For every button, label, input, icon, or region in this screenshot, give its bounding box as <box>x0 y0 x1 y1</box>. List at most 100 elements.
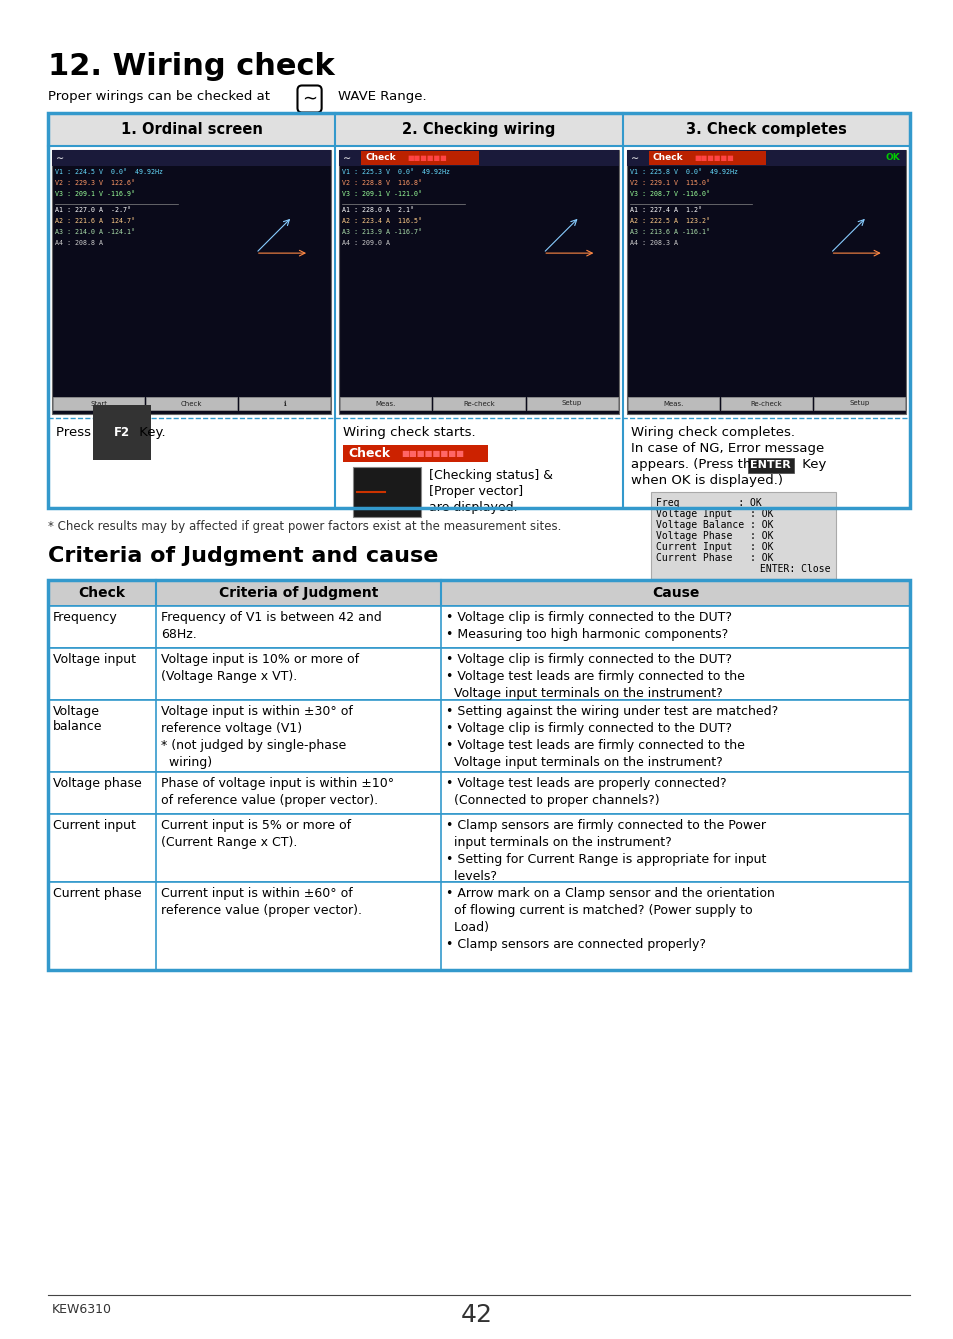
Text: A3 : 214.0 A -124.1°: A3 : 214.0 A -124.1° <box>55 229 135 236</box>
Bar <box>339 150 618 166</box>
Text: Current phase: Current phase <box>53 886 141 900</box>
Text: appears. (Press the: appears. (Press the <box>630 458 762 471</box>
Text: A4 : 208.3 A: A4 : 208.3 A <box>629 240 677 246</box>
Text: Criteria of Judgment and cause: Criteria of Judgment and cause <box>48 546 438 566</box>
Text: Voltage input: Voltage input <box>53 653 136 665</box>
Text: V1 : 225.3 V  0.0°  49.92Hz: V1 : 225.3 V 0.0° 49.92Hz <box>342 169 450 175</box>
Bar <box>747 458 793 473</box>
Text: Current input is 5% or more of
(Current Range x CT).: Current input is 5% or more of (Current … <box>161 819 351 849</box>
Text: A2 : 223.4 A  116.5°: A2 : 223.4 A 116.5° <box>342 218 422 224</box>
Bar <box>433 396 524 410</box>
Text: Cause: Cause <box>651 586 699 600</box>
Text: Current input is within ±60° of
reference value (proper vector).: Current input is within ±60° of referenc… <box>161 886 361 917</box>
Text: Press the: Press the <box>56 426 121 439</box>
Text: Key.: Key. <box>135 426 166 439</box>
Text: Re-check: Re-check <box>750 400 781 407</box>
Text: OK: OK <box>885 154 900 162</box>
Bar <box>720 396 811 410</box>
Bar <box>48 580 909 969</box>
Text: ∼: ∼ <box>630 153 639 163</box>
Text: ■■■■■■: ■■■■■■ <box>407 155 447 161</box>
Bar <box>48 112 909 507</box>
Circle shape <box>375 388 387 400</box>
Text: • Voltage clip is firmly connected to the DUT?
• Measuring too high harmonic com: • Voltage clip is firmly connected to th… <box>446 611 731 641</box>
Text: V3 : 209.1 V -116.9°: V3 : 209.1 V -116.9° <box>55 191 135 197</box>
Text: Check: Check <box>181 400 202 407</box>
Text: [Checking status] &: [Checking status] & <box>429 469 553 482</box>
Text: Check: Check <box>652 154 682 162</box>
Text: ■■■■■■: ■■■■■■ <box>694 155 734 161</box>
Text: V1 : 225.8 V  0.0°  49.92Hz: V1 : 225.8 V 0.0° 49.92Hz <box>629 169 737 175</box>
Text: Voltage input is 10% or more of
(Voltage Range x VT).: Voltage input is 10% or more of (Voltage… <box>161 653 358 683</box>
Bar <box>627 396 718 410</box>
Text: • Clamp sensors are firmly connected to the Power
  input terminals on the instr: • Clamp sensors are firmly connected to … <box>446 819 765 882</box>
Text: Voltage
balance: Voltage balance <box>53 706 102 732</box>
Text: ∼: ∼ <box>302 90 316 108</box>
Bar <box>52 150 331 166</box>
Circle shape <box>357 478 385 506</box>
Text: ∼: ∼ <box>343 153 351 163</box>
Text: Meas.: Meas. <box>662 400 682 407</box>
Text: Frequency of V1 is between 42 and
68Hz.: Frequency of V1 is between 42 and 68Hz. <box>161 611 381 641</box>
Text: when OK is displayed.): when OK is displayed.) <box>630 474 781 487</box>
Text: Current Phase   : OK: Current Phase : OK <box>655 553 772 562</box>
Text: ENTER: ENTER <box>749 461 790 470</box>
Bar <box>626 150 905 414</box>
Bar <box>52 150 331 414</box>
Bar <box>48 814 909 882</box>
Bar <box>626 150 905 166</box>
Circle shape <box>367 380 395 408</box>
Circle shape <box>80 380 108 408</box>
Text: Wiring check completes.: Wiring check completes. <box>630 426 794 439</box>
Bar <box>340 396 431 410</box>
Text: • Arrow mark on a Clamp sensor and the orientation
  of flowing current is match: • Arrow mark on a Clamp sensor and the o… <box>446 886 774 951</box>
Text: Freq          : OK: Freq : OK <box>655 498 760 507</box>
Text: are displayed.: are displayed. <box>429 501 517 514</box>
Text: Current Input   : OK: Current Input : OK <box>655 542 772 552</box>
Circle shape <box>704 380 732 408</box>
Text: Check: Check <box>348 447 390 461</box>
Text: Start: Start <box>90 400 107 407</box>
Bar <box>353 467 421 517</box>
Bar <box>48 607 909 648</box>
Text: Key: Key <box>797 458 825 471</box>
Text: Check: Check <box>365 154 395 162</box>
Text: V1 : 224.5 V  0.0°  49.92Hz: V1 : 224.5 V 0.0° 49.92Hz <box>55 169 163 175</box>
Text: Proper wirings can be checked at: Proper wirings can be checked at <box>48 90 270 103</box>
Text: A2 : 222.5 A  123.2°: A2 : 222.5 A 123.2° <box>629 218 709 224</box>
Text: 3. Check completes: 3. Check completes <box>685 122 846 137</box>
Bar <box>343 445 488 462</box>
Circle shape <box>130 380 158 408</box>
Circle shape <box>385 478 413 506</box>
Circle shape <box>654 380 681 408</box>
Text: V2 : 228.8 V  116.8°: V2 : 228.8 V 116.8° <box>342 179 422 186</box>
Text: Re-check: Re-check <box>462 400 495 407</box>
Text: A2 : 221.6 A  124.7°: A2 : 221.6 A 124.7° <box>55 218 135 224</box>
Text: A4 : 209.0 A: A4 : 209.0 A <box>342 240 390 246</box>
Text: Current input: Current input <box>53 819 135 832</box>
Bar <box>48 773 909 814</box>
Text: KEW6310: KEW6310 <box>52 1303 112 1316</box>
Text: [Proper vector]: [Proper vector] <box>429 485 523 498</box>
Text: * Check results may by affected if great power factors exist at the measurement : * Check results may by affected if great… <box>48 520 560 533</box>
Bar <box>648 151 765 165</box>
Text: Frequency: Frequency <box>53 611 117 624</box>
Text: A3 : 213.9 A -116.7°: A3 : 213.9 A -116.7° <box>342 229 422 236</box>
Text: V2 : 229.3 V  122.6°: V2 : 229.3 V 122.6° <box>55 179 135 186</box>
Text: A1 : 228.0 A  2.1°: A1 : 228.0 A 2.1° <box>342 208 414 213</box>
Bar <box>339 150 618 414</box>
Bar <box>48 882 909 969</box>
Text: F2: F2 <box>113 426 130 439</box>
Text: Voltage phase: Voltage phase <box>53 777 142 790</box>
Text: ENTER: Close: ENTER: Close <box>760 564 830 574</box>
Text: ■■■■■■■■: ■■■■■■■■ <box>401 449 464 458</box>
Circle shape <box>417 380 445 408</box>
Circle shape <box>662 388 674 400</box>
Text: • Setting against the wiring under test are matched?
• Voltage clip is firmly co: • Setting against the wiring under test … <box>446 706 778 769</box>
Text: ∼: ∼ <box>56 153 64 163</box>
Text: A1 : 227.0 A  -2.7°: A1 : 227.0 A -2.7° <box>55 208 131 213</box>
Bar <box>146 396 237 410</box>
Bar <box>361 151 478 165</box>
Text: Voltage Phase   : OK: Voltage Phase : OK <box>655 532 772 541</box>
Text: V2 : 229.1 V  115.0°: V2 : 229.1 V 115.0° <box>629 179 709 186</box>
